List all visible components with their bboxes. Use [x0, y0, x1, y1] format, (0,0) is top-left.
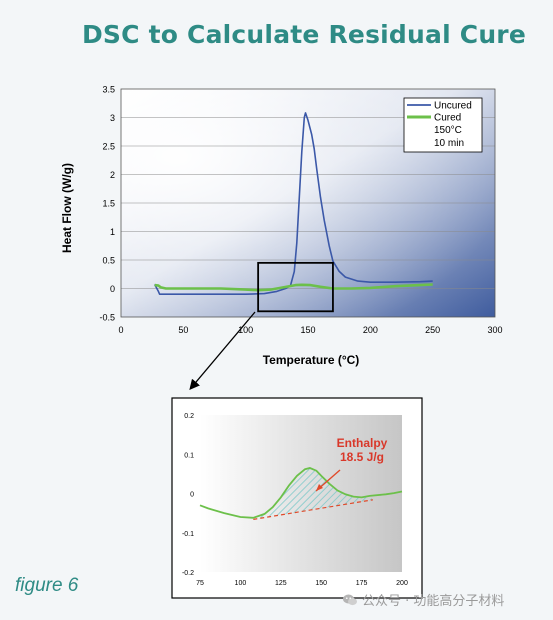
y-tick-label: 2.5 — [102, 142, 115, 152]
inset-y-ticks: -0.2 -0.1 0 0.1 0.2 — [182, 413, 194, 577]
enthalpy-label: Enthalpy — [337, 436, 388, 450]
y-ticks: -0.5 0 0.5 1 1.5 2 2.5 3 3.5 — [99, 85, 115, 323]
y-tick-label: 1.5 — [102, 199, 115, 209]
y-tick-label: 2 — [110, 170, 115, 180]
x-ticks: 0 50 100 150 200 250 300 — [118, 325, 502, 335]
zoom-arrow — [189, 311, 256, 390]
inset-x-tick-label: 200 — [396, 580, 408, 587]
page-title: DSC to Calculate Residual Cure — [81, 20, 526, 49]
legend-label-uncured: Uncured — [434, 101, 472, 112]
plot-frame — [120, 88, 496, 318]
baseline-line — [253, 499, 374, 520]
y-tick-label: 0 — [110, 284, 115, 294]
y-tick-label: 0.5 — [102, 256, 115, 266]
x-tick-label: 200 — [363, 325, 378, 335]
wechat-icon — [343, 594, 357, 605]
x-tick-label: 100 — [238, 325, 253, 335]
y-tick-label: 3.5 — [102, 85, 115, 95]
inset-y-tick-label: -0.2 — [182, 570, 194, 577]
figure-caption: figure 6 — [15, 575, 79, 596]
x-tick-label: 250 — [425, 325, 440, 335]
inset-y-tick-label: 0 — [190, 492, 194, 499]
x-tick-label: 50 — [178, 325, 188, 335]
legend-note-temp: 150°C — [434, 125, 462, 136]
y-axis-label: Heat Flow (W/g) — [60, 163, 74, 253]
series — [153, 112, 433, 295]
annotation-arrowhead — [316, 484, 323, 491]
inset-plot-background — [200, 415, 402, 572]
inset-x-tick-label: 125 — [275, 580, 287, 587]
annotation-arrow — [315, 469, 341, 492]
enthalpy-area — [253, 468, 373, 520]
y-tick-label: 1 — [110, 227, 115, 237]
watermark: 公众号 · 功能高分子材料 — [342, 590, 504, 609]
y-tick-label: 3 — [110, 113, 115, 123]
legend-note-time: 10 min — [434, 138, 464, 149]
inset-x-tick-label: 100 — [235, 580, 247, 587]
inset-x-tick-label: 150 — [315, 580, 327, 587]
x-tick-label: 300 — [487, 325, 502, 335]
zoom-box — [257, 261, 334, 313]
x-tick-label: 0 — [118, 325, 123, 335]
inset-y-tick-label: 0.2 — [184, 413, 194, 420]
legend-label-cured: Cured — [434, 113, 461, 124]
inset-frame — [171, 397, 423, 599]
watermark-text: 公众号 · 功能高分子材料 — [362, 594, 505, 609]
inset-x-tick-label: 175 — [356, 580, 368, 587]
x-axis-label: Temperature (°C) — [263, 353, 360, 367]
inset-x-tick-label: 75 — [196, 580, 204, 587]
x-tick-label: 150 — [300, 325, 315, 335]
inset-x-ticks: 75 100 125 150 175 200 — [196, 580, 408, 587]
main-chart: -0.500.511.522.533.5 0 50 100 150 200 250 300 … — [60, 85, 503, 390]
legend: Uncured Cured 150°C 10 min — [403, 97, 483, 153]
inset-y-tick-label: 0.1 — [184, 452, 194, 459]
series-line-uncured — [153, 112, 433, 295]
inset-y-tick-label: -0.1 — [182, 531, 194, 538]
series-line-cured — [154, 283, 433, 292]
enthalpy-value: 18.5 J/g — [340, 450, 384, 464]
y-tick-label: -0.5 — [99, 313, 115, 323]
inset-curve — [199, 467, 403, 519]
